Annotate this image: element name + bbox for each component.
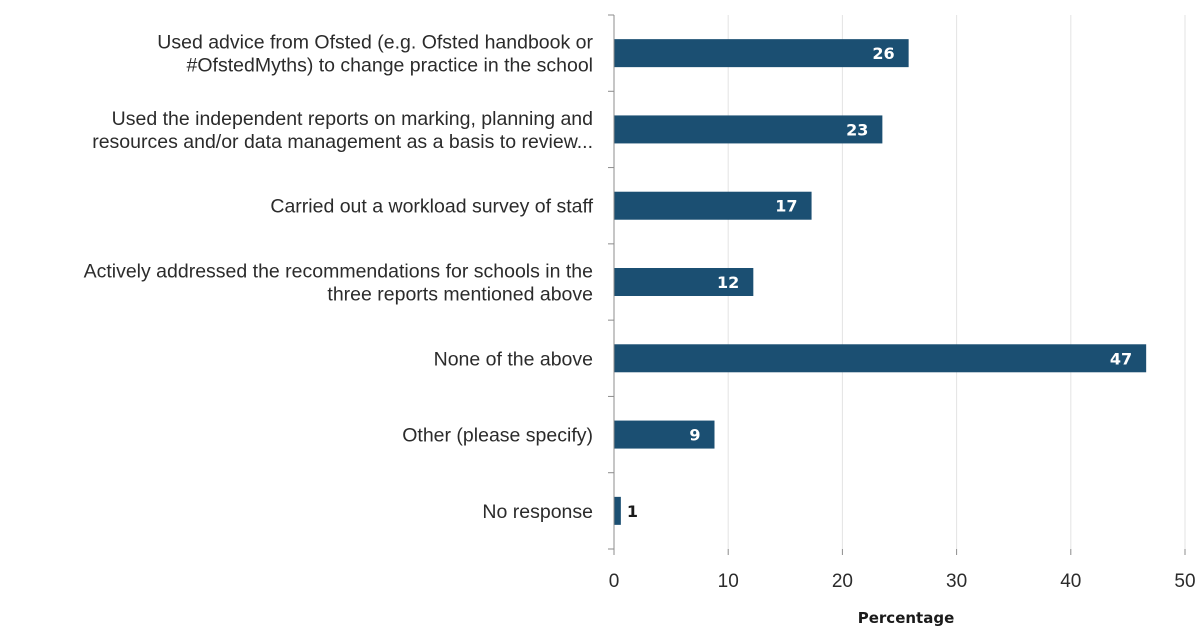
category-label: Actively addressed the recommendations f… [84,261,593,283]
bar [614,191,812,220]
x-tick-label: 0 [609,571,620,592]
x-tick-label: 30 [946,571,967,592]
bar-value-label: 1 [627,502,638,521]
category-label: Used the independent reports on marking,… [112,108,593,130]
x-tick-label: 10 [718,571,739,592]
category-label: None of the above [434,348,593,370]
bar-value-label: 12 [717,273,739,292]
x-tick-label: 50 [1174,571,1195,592]
bar [614,496,621,525]
x-axis-title: Percentage [858,609,955,627]
bar [614,344,1147,373]
category-label: Used advice from Ofsted (e.g. Ofsted han… [157,32,593,54]
bar-value-label: 17 [775,197,797,216]
x-tick-label: 40 [1060,571,1081,592]
gridlines [727,15,1186,549]
category-label: #OfstedMyths) to change practice in the … [187,55,593,77]
bar [614,115,883,144]
labels: 0 10 20 30 40 50 26 Used advice from Ofsted (e.… [84,32,1196,592]
bar [614,268,754,296]
bars [614,39,1147,525]
bar [614,420,715,449]
category-label: resources and/or data management as a ba… [92,131,593,153]
bar [614,39,909,68]
bar-value-label: 26 [872,44,894,63]
category-label: three reports mentioned above [327,284,593,306]
x-tick-label: 20 [832,571,853,592]
category-label: Other (please specify) [402,425,593,447]
bar-value-label: 23 [846,120,868,139]
bar-value-label: 9 [689,426,700,445]
category-label: Carried out a workload survey of staff [270,196,593,218]
axes [608,14,1186,555]
bar-value-label: 47 [1110,349,1132,368]
category-label: No response [482,501,593,523]
